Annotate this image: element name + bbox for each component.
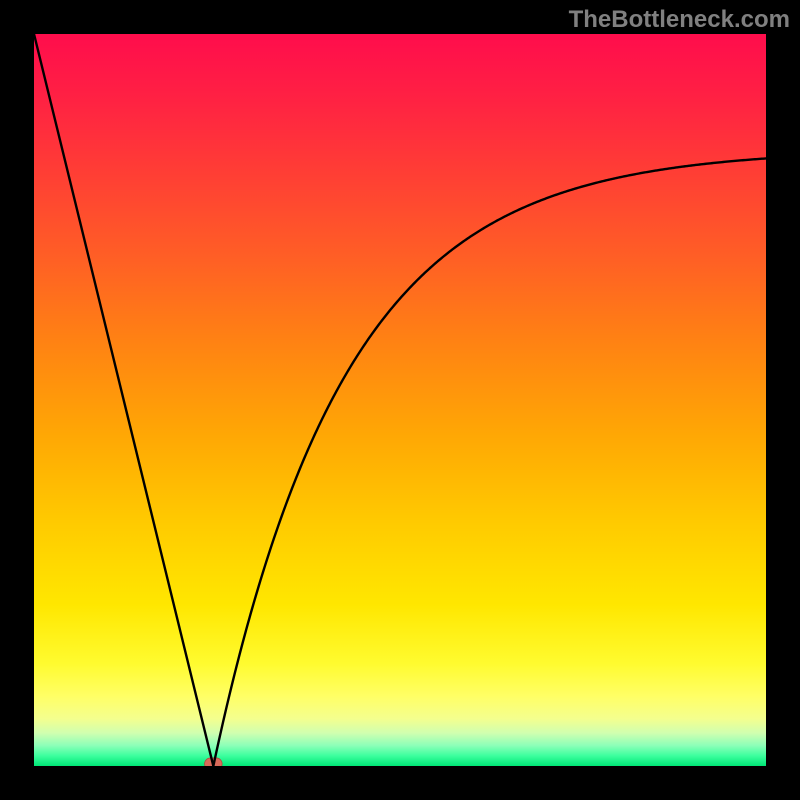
bottleneck-curve-chart <box>34 34 766 766</box>
chart-stage: TheBottleneck.com <box>0 0 800 800</box>
plot-background-gradient <box>34 34 766 766</box>
watermark-text: TheBottleneck.com <box>569 6 790 34</box>
